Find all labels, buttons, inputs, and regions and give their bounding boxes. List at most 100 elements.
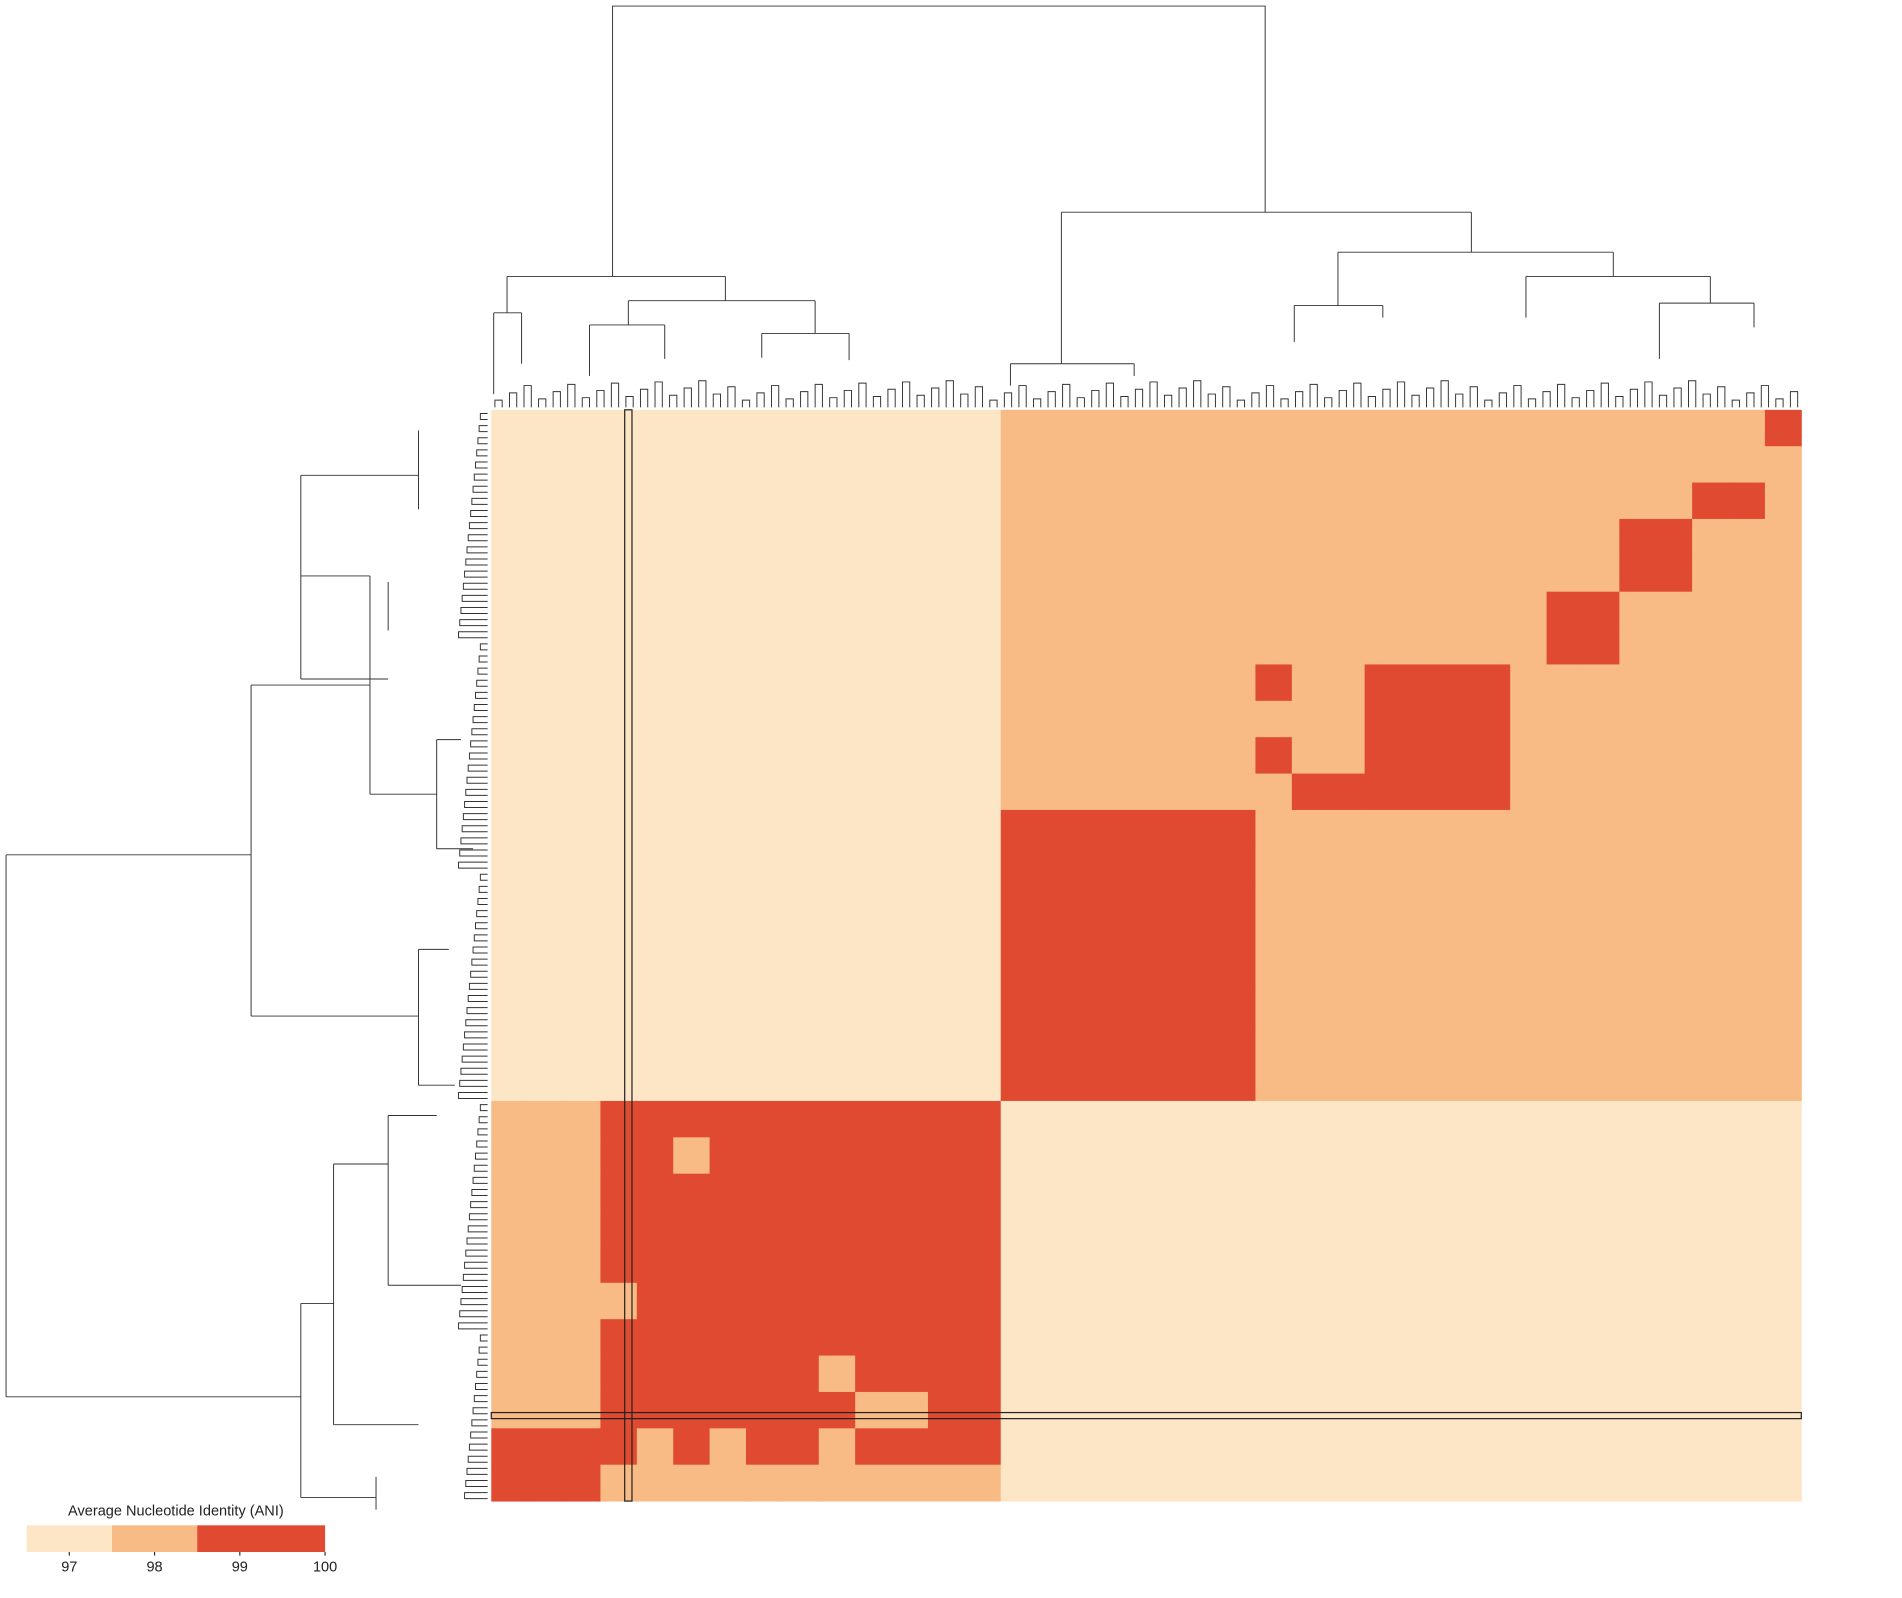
heatmap-cell bbox=[1328, 1100, 1366, 1138]
heatmap-cell bbox=[1401, 1173, 1438, 1211]
heatmap-cell bbox=[1619, 446, 1657, 484]
heatmap-cell bbox=[927, 628, 965, 665]
heatmap-cell bbox=[1255, 737, 1293, 775]
heatmap-cell bbox=[636, 919, 674, 956]
heatmap-cell bbox=[782, 591, 820, 629]
heatmap-cell bbox=[891, 1100, 929, 1138]
heatmap-cell bbox=[1764, 1064, 1802, 1102]
heatmap-cell bbox=[782, 1319, 820, 1357]
heatmap-cell bbox=[1546, 591, 1584, 629]
heatmap-cell bbox=[1291, 1064, 1329, 1102]
heatmap-cell bbox=[673, 1282, 711, 1320]
heatmap-cell bbox=[564, 737, 601, 775]
heatmap-cell bbox=[491, 1428, 529, 1466]
heatmap-cell bbox=[1582, 737, 1620, 775]
heatmap-cell bbox=[927, 809, 965, 847]
heatmap-cell bbox=[1401, 518, 1438, 556]
leaf-branch bbox=[471, 1419, 488, 1427]
heatmap-cell bbox=[1692, 518, 1730, 556]
heatmap-cell bbox=[1182, 1391, 1220, 1429]
heatmap-cell bbox=[1437, 1173, 1475, 1211]
heatmap-cell bbox=[1655, 1246, 1693, 1284]
heatmap-cell bbox=[927, 1282, 965, 1320]
leaf-branch bbox=[479, 1334, 488, 1342]
heatmap-cell bbox=[1582, 700, 1620, 738]
heatmap-cell bbox=[1728, 882, 1766, 920]
leaf-branch bbox=[858, 382, 867, 408]
heatmap-cell bbox=[1473, 518, 1511, 556]
heatmap-cell bbox=[1437, 1428, 1475, 1466]
heatmap-cell bbox=[1146, 1173, 1184, 1211]
heatmap-cell bbox=[1073, 1319, 1111, 1357]
leaf-branch bbox=[1411, 394, 1420, 408]
heatmap-cell bbox=[1619, 1464, 1657, 1502]
heatmap-cell bbox=[673, 809, 711, 847]
heatmap-cell bbox=[527, 991, 565, 1029]
leaf-branch bbox=[472, 1176, 488, 1184]
heatmap-cell bbox=[1437, 1210, 1475, 1247]
heatmap-cell bbox=[1582, 1319, 1620, 1357]
heatmap-cell bbox=[891, 955, 929, 993]
heatmap-cell bbox=[1437, 773, 1475, 811]
heatmap-cell bbox=[1401, 955, 1438, 993]
heatmap-cell bbox=[1073, 628, 1111, 665]
top-dendrogram bbox=[493, 5, 1755, 395]
leaf-branch bbox=[1149, 381, 1158, 408]
colorbar-bin bbox=[111, 1525, 198, 1552]
heatmap-cell bbox=[527, 1246, 565, 1284]
heatmap-cell bbox=[1473, 1100, 1511, 1138]
heatmap-cell bbox=[1582, 1355, 1620, 1393]
heatmap-cell bbox=[1328, 555, 1366, 593]
heatmap-cell bbox=[1109, 1137, 1147, 1175]
heatmap-cell bbox=[1728, 1282, 1766, 1320]
heatmap-cell bbox=[818, 1137, 856, 1175]
heatmap-cell bbox=[1728, 1355, 1766, 1393]
heatmap-cell bbox=[709, 555, 747, 593]
heatmap-cell bbox=[1255, 773, 1293, 811]
leaf-branch bbox=[477, 1128, 488, 1136]
leaf-branch bbox=[1775, 398, 1784, 408]
heatmap-cell bbox=[745, 882, 783, 920]
heatmap-cell bbox=[1328, 773, 1366, 811]
heatmap-cell bbox=[964, 882, 1002, 920]
leaf-branch bbox=[785, 398, 794, 408]
leaf-branch bbox=[473, 703, 488, 712]
heatmap-cell bbox=[1764, 1282, 1802, 1320]
heatmap-cell bbox=[855, 1391, 893, 1429]
heatmap-cell bbox=[600, 446, 638, 484]
heatmap-cell bbox=[636, 555, 674, 593]
heatmap-cell bbox=[855, 1028, 893, 1066]
heatmap-cell bbox=[1109, 628, 1147, 665]
heatmap-cell bbox=[782, 955, 820, 993]
heatmap-cell bbox=[1182, 809, 1220, 847]
heatmap-cell bbox=[1328, 991, 1366, 1029]
heatmap-cell bbox=[818, 1173, 856, 1211]
heatmap-cell bbox=[782, 1282, 820, 1320]
heatmap-cell bbox=[1582, 446, 1620, 484]
heatmap-cell bbox=[818, 1428, 856, 1466]
heatmap-cell bbox=[673, 1137, 711, 1175]
heatmap-cell bbox=[709, 1464, 747, 1502]
heatmap-cell bbox=[1182, 409, 1220, 447]
heatmap-cell bbox=[709, 1282, 747, 1320]
colorbar-tick-label: 98 bbox=[146, 1559, 162, 1575]
leaf-branch bbox=[465, 1019, 488, 1027]
heatmap-cell bbox=[1510, 737, 1548, 775]
heatmap-cell bbox=[1255, 1246, 1293, 1284]
heatmap-cell bbox=[1255, 882, 1293, 920]
heatmap-cell bbox=[1328, 1137, 1366, 1175]
heatmap-cell bbox=[1728, 773, 1766, 811]
heatmap-cell bbox=[673, 555, 711, 593]
heatmap-cell bbox=[964, 518, 1002, 556]
heatmap-cell bbox=[527, 773, 565, 811]
heatmap-cell bbox=[1437, 591, 1475, 629]
heatmap-cell bbox=[855, 518, 893, 556]
heatmap-cell bbox=[1146, 919, 1184, 956]
leaf-branch bbox=[460, 1067, 488, 1075]
heatmap-cell bbox=[1291, 919, 1329, 956]
heatmap-cell bbox=[1000, 919, 1038, 956]
heatmap-cell bbox=[1219, 737, 1256, 775]
heatmap-cell bbox=[564, 991, 601, 1029]
leaf-branch bbox=[1542, 391, 1551, 408]
